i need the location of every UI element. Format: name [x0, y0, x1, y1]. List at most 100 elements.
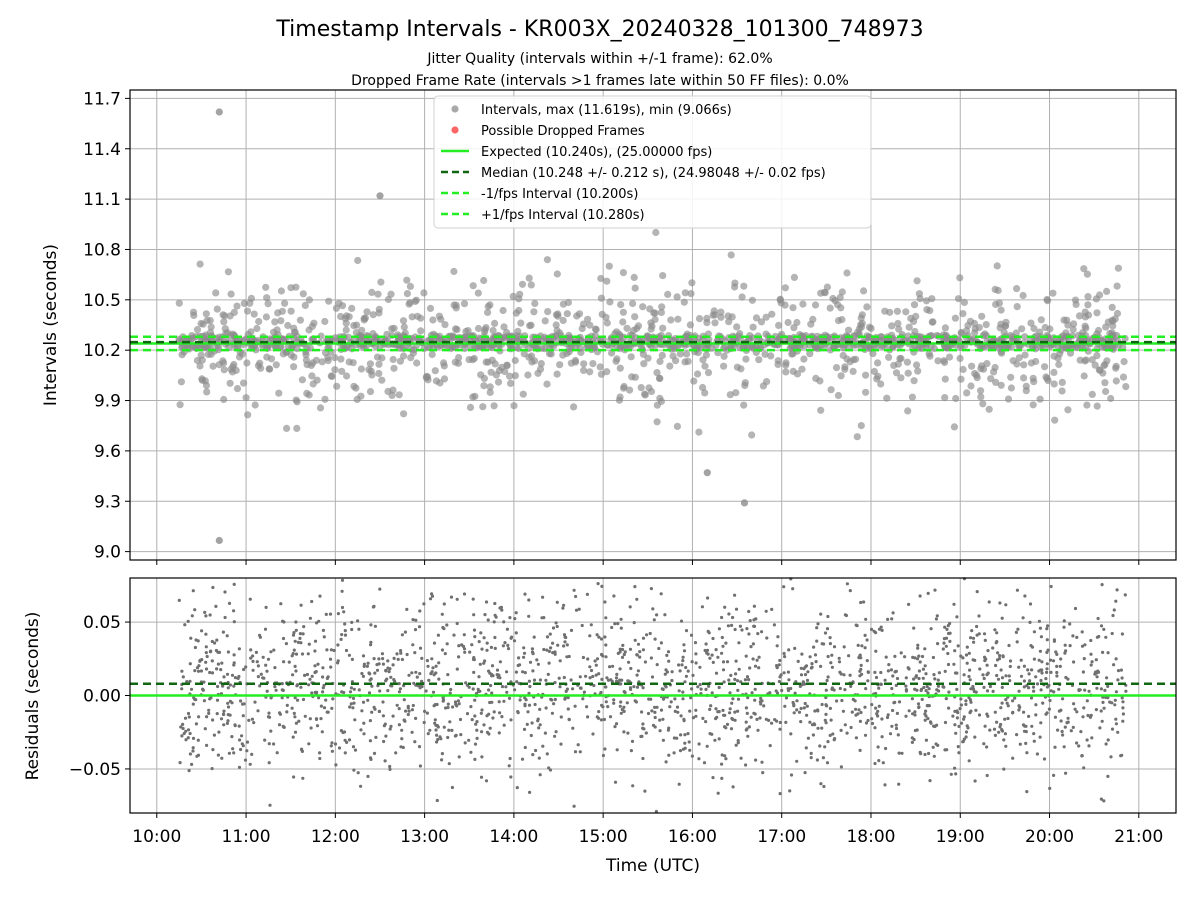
residual-point	[1080, 754, 1084, 758]
interval-point	[838, 288, 846, 296]
interval-point	[584, 315, 592, 323]
residual-point	[242, 702, 246, 706]
interval-point	[725, 318, 733, 326]
residual-point	[1062, 619, 1066, 623]
residual-point	[418, 684, 422, 688]
residual-point	[292, 631, 296, 635]
interval-point	[834, 317, 843, 325]
residual-point	[563, 697, 567, 701]
residual-point	[641, 686, 645, 690]
residual-point	[1061, 733, 1065, 737]
residual-point	[450, 785, 454, 790]
residual-point	[655, 663, 659, 667]
residual-point	[216, 662, 220, 666]
interval-point	[292, 283, 300, 291]
residual-point	[1110, 727, 1115, 731]
residual-point	[953, 723, 957, 727]
residual-point	[749, 645, 753, 649]
interval-point	[202, 310, 210, 318]
interval-point	[403, 290, 411, 298]
interval-point	[846, 358, 854, 366]
residual-point	[956, 745, 960, 749]
interval-point	[525, 274, 533, 282]
residual-point	[438, 735, 442, 739]
residual-point	[661, 738, 666, 742]
interval-point	[277, 317, 285, 325]
residual-point	[746, 734, 750, 738]
residual-point	[1054, 650, 1058, 654]
residual-point	[553, 652, 557, 656]
residual-point	[663, 672, 667, 676]
residual-point	[748, 619, 752, 623]
interval-point	[597, 294, 606, 302]
residual-point	[784, 720, 788, 725]
residual-point	[487, 712, 491, 716]
residual-point	[197, 715, 201, 719]
residual-point	[943, 720, 948, 725]
residual-point	[407, 673, 411, 677]
residuals-y-tick-label: 0.00	[83, 687, 121, 707]
interval-point	[957, 375, 965, 383]
residual-point	[876, 745, 880, 749]
residual-point	[943, 748, 947, 752]
residual-point	[1081, 715, 1085, 719]
residual-point	[497, 731, 501, 735]
residual-point	[879, 682, 883, 687]
interval-point	[290, 363, 298, 371]
residual-point	[603, 747, 607, 751]
residual-point	[970, 629, 974, 633]
interval-point	[903, 358, 912, 366]
residual-point	[373, 624, 377, 628]
residual-point	[820, 642, 824, 646]
residual-point	[455, 621, 459, 626]
residual-point	[329, 648, 333, 652]
residual-point	[1037, 619, 1041, 623]
residual-point	[730, 623, 734, 628]
residual-point	[1032, 657, 1036, 661]
residual-point	[819, 612, 823, 616]
interval-point	[823, 283, 832, 291]
interval-point	[358, 326, 366, 334]
residual-point	[298, 636, 302, 641]
interval-point	[711, 311, 719, 319]
residual-point	[340, 589, 344, 593]
interval-point	[849, 367, 857, 375]
residual-point	[789, 773, 794, 777]
residual-point	[351, 745, 356, 749]
interval-point	[520, 350, 528, 358]
residual-point	[219, 668, 223, 672]
residual-point	[679, 619, 684, 623]
residual-point	[475, 720, 479, 724]
residual-point	[649, 656, 654, 660]
residual-point	[971, 687, 976, 691]
interval-point	[653, 369, 661, 377]
residual-point	[944, 644, 948, 648]
interval-point	[922, 297, 931, 305]
residual-point	[487, 688, 491, 692]
interval-point	[193, 356, 201, 365]
residual-point	[874, 649, 878, 653]
residual-point	[483, 613, 487, 617]
interval-point	[490, 402, 498, 410]
interval-point	[1080, 265, 1088, 273]
interval-point	[657, 308, 666, 316]
residual-point	[745, 675, 750, 679]
residual-point	[562, 633, 567, 637]
residual-point	[1055, 674, 1059, 678]
residual-point	[629, 666, 633, 671]
interval-point	[755, 356, 763, 364]
interval-point	[796, 343, 804, 351]
interval-point	[658, 303, 666, 311]
residual-point	[911, 655, 915, 660]
interval-point	[279, 350, 287, 358]
residual-point	[708, 732, 712, 736]
residual-point	[720, 776, 724, 781]
interval-point	[220, 318, 228, 326]
interval-point	[748, 296, 757, 304]
residual-point	[343, 751, 347, 755]
residual-point	[345, 740, 349, 745]
residual-point	[982, 632, 987, 636]
residual-point	[223, 590, 227, 594]
interval-point	[957, 329, 966, 337]
intervals-y-tick-label: 9.3	[94, 492, 121, 512]
